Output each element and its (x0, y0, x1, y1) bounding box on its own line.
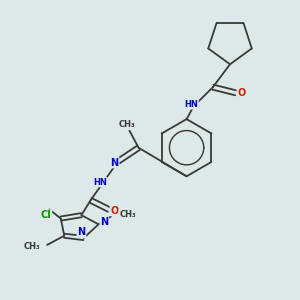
Text: CH₃: CH₃ (24, 242, 40, 250)
Text: Cl: Cl (40, 210, 51, 220)
Text: N: N (77, 227, 86, 237)
Text: CH₃: CH₃ (119, 120, 135, 129)
Text: N: N (110, 158, 118, 168)
Text: HN: HN (93, 178, 106, 187)
Text: O: O (237, 88, 246, 98)
Text: N: N (100, 217, 108, 227)
Text: CH₃: CH₃ (119, 209, 136, 218)
Text: HN: HN (184, 100, 198, 109)
Text: O: O (110, 206, 119, 216)
